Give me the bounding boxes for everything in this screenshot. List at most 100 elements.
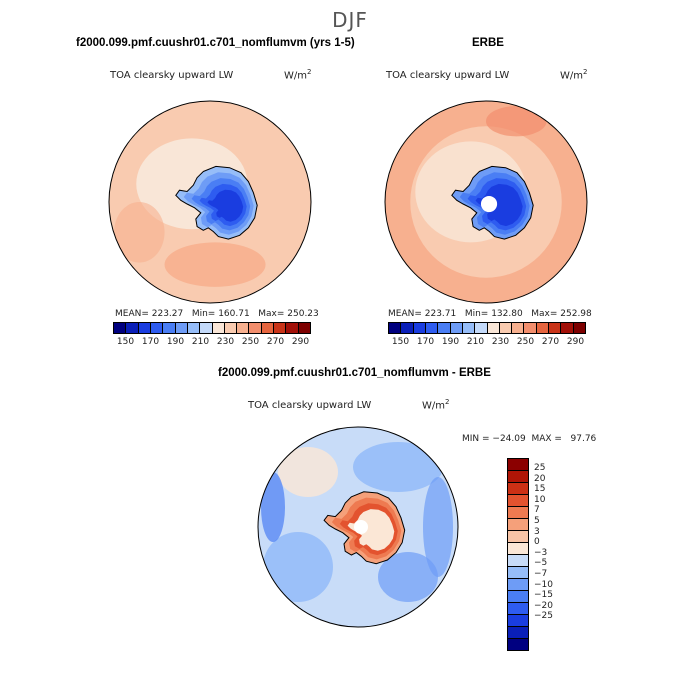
panel2-title: ERBE [472, 37, 504, 49]
colorbar-tick-label: 270 [541, 337, 560, 347]
colorbar-tick-label: 190 [166, 337, 185, 347]
colorbar-tick-label: 10 [534, 494, 546, 505]
map-boundary [257, 426, 459, 628]
panel3-colorbar-swatch [508, 471, 528, 483]
panel1-colorbar-swatch [114, 323, 127, 333]
panel1-colorbar-swatch [126, 323, 139, 333]
panel1-map [108, 100, 312, 304]
ocean-patch [278, 447, 338, 497]
land-contour [475, 183, 523, 227]
panel2-colorbar-swatch [487, 323, 500, 333]
panel2-map [384, 100, 588, 304]
panel1-stats: MEAN= 223.27 Min= 160.71 Max= 250.23 [115, 309, 319, 319]
panel3-colorbar-swatch [508, 507, 528, 519]
panel2-stats: MEAN= 223.71 Min= 132.80 Max= 252.98 [388, 309, 592, 319]
panel1-colorbar-ticks: 150 170 190 210 230 250 270 290 [113, 337, 313, 347]
panel3-colorbar [507, 458, 529, 651]
panel3-colorbar-swatch [508, 531, 528, 543]
colorbar-tick-label: 3 [534, 526, 540, 537]
panel3-colorbar-swatch [508, 639, 528, 650]
panel2-colorbar-swatch [450, 323, 463, 333]
colorbar-tick-label: 210 [191, 337, 210, 347]
colorbar-tick-label: 150 [116, 337, 135, 347]
ocean-patch [486, 106, 547, 137]
ocean-patch [378, 552, 438, 602]
panel3-colorbar-swatch [508, 603, 528, 615]
panel1-colorbar-swatch [274, 323, 287, 333]
colorbar-tick-label: −3 [534, 547, 548, 558]
ocean-patch [164, 242, 266, 287]
colorbar-tick-label: 20 [534, 473, 546, 484]
panel3-units: W/m2 [422, 398, 450, 412]
colorbar-tick-label: −5 [534, 558, 548, 569]
panel3-colorbar-swatch [508, 519, 528, 531]
coastline [175, 165, 258, 240]
colorbar-tick-label: 15 [534, 484, 546, 495]
ocean-patch [261, 472, 285, 542]
panel1-colorbar-swatch [138, 323, 151, 333]
panel1-colorbar-swatch [200, 323, 213, 333]
panel2-colorbar-swatch [475, 323, 488, 333]
panel3-stats: MIN = −24.09 MAX = 97.76 [462, 434, 597, 444]
map-boundary [108, 100, 312, 304]
panel2-colorbar-swatch [573, 323, 585, 333]
panel3-title: f2000.099.pmf.cuushr01.c701_nomflumvm - … [218, 367, 491, 379]
panel3-colorbar-swatch [508, 495, 528, 507]
colorbar-tick-label: 270 [266, 337, 285, 347]
panel3-map [257, 426, 459, 628]
panel1-colorbar-swatch [163, 323, 176, 333]
panel3-colorbar-swatch [508, 555, 528, 567]
panel1-colorbar-swatch [224, 323, 238, 333]
panel1-colorbar [113, 322, 311, 334]
panel3-colorbar-swatch [508, 567, 528, 579]
colorbar-tick-label: 250 [241, 337, 260, 347]
panel3-field-label: TOA clearsky upward LW [248, 400, 372, 411]
panel1-colorbar-swatch [237, 323, 250, 333]
coastline [323, 491, 406, 565]
colorbar-tick-label: 7 [534, 505, 540, 516]
panel3-colorbar-swatch [508, 627, 528, 639]
colorbar-tick-label: 250 [516, 337, 535, 347]
panel2-colorbar-swatch [512, 323, 525, 333]
panel2-colorbar-swatch [549, 323, 562, 333]
panel2-colorbar-swatch [389, 323, 402, 333]
panel1-colorbar-swatch [261, 323, 275, 333]
colorbar-tick-label: 230 [491, 337, 510, 347]
colorbar-tick-label: 170 [416, 337, 435, 347]
panel2-colorbar-swatch [499, 323, 513, 333]
season-title: DJF [332, 8, 368, 32]
colorbar-tick-label: 290 [291, 337, 310, 347]
panel1-colorbar-swatch [286, 323, 299, 333]
panel1-colorbar-swatch [150, 323, 164, 333]
missing-pole [354, 520, 368, 534]
panel2-colorbar-swatch [462, 323, 476, 333]
land-contour [207, 189, 244, 222]
colorbar-tick-label: 170 [141, 337, 160, 347]
panel3-colorbar-swatch [508, 459, 528, 471]
colorbar-tick-label: 210 [466, 337, 485, 347]
missing-pole [480, 195, 498, 213]
panel1-colorbar-swatch [212, 323, 225, 333]
colorbar-tick-label: −15 [534, 590, 553, 601]
panel2-colorbar-swatch [401, 323, 414, 333]
panel3-colorbar-swatch [508, 483, 528, 495]
panel2-colorbar [388, 322, 586, 334]
colorbar-tick-label: −25 [534, 611, 553, 622]
panel3-colorbar-swatch [508, 543, 528, 555]
colorbar-tick-label: 190 [441, 337, 460, 347]
colorbar-tick-label: −20 [534, 600, 553, 611]
coastline [451, 165, 534, 240]
panel2-field-label: TOA clearsky upward LW [386, 70, 510, 81]
ocean-patch [114, 202, 165, 263]
panel2-colorbar-ticks: 150 170 190 210 230 250 270 290 [388, 337, 588, 347]
panel2-colorbar-swatch [524, 323, 537, 333]
colorbar-tick-label: 0 [534, 537, 540, 548]
colorbar-tick-label: −7 [534, 569, 548, 579]
colorbar-tick-label: 290 [566, 337, 585, 347]
colorbar-tick-label: 25 [534, 463, 546, 473]
panel2-colorbar-swatch [425, 323, 439, 333]
panel2-units: W/m2 [560, 68, 588, 82]
panel1-units: W/m2 [284, 68, 312, 82]
colorbar-tick-label: 230 [216, 337, 235, 347]
panel3-colorbar-swatch [508, 591, 528, 603]
